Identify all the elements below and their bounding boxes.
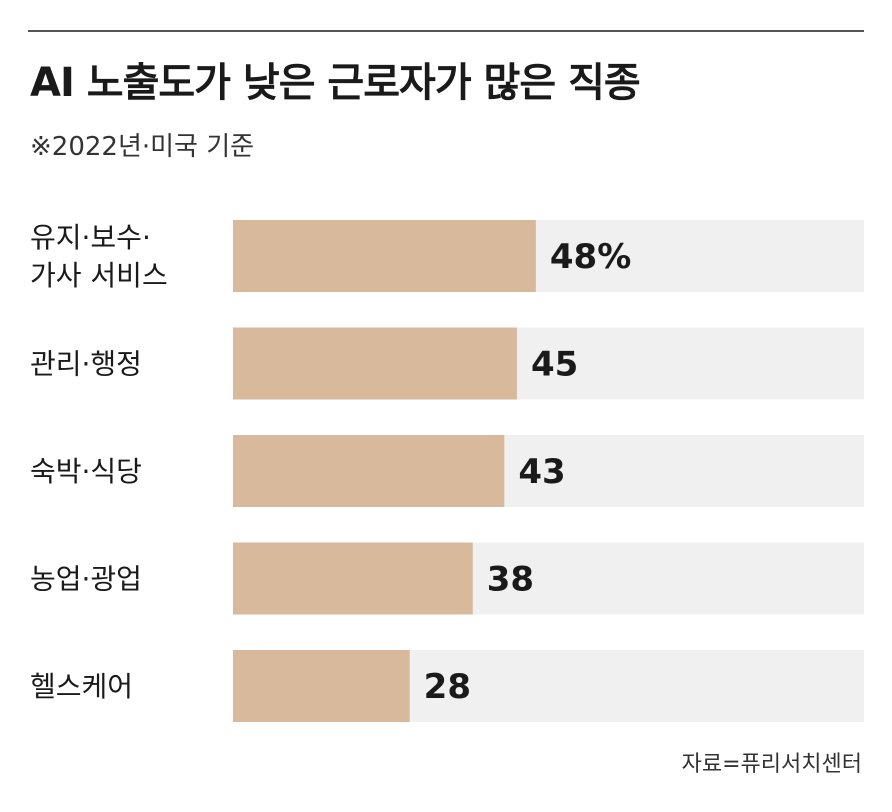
data-label: 45 <box>531 345 578 385</box>
category-label: 관리·행정 <box>30 348 142 381</box>
data-label: 28 <box>424 667 471 707</box>
data-label: 43 <box>518 452 565 492</box>
bar <box>233 435 505 507</box>
bar <box>233 327 517 400</box>
bar <box>233 220 536 292</box>
top-rule <box>28 30 864 32</box>
category-label: 농업·광업 <box>30 563 142 596</box>
data-label: 48% <box>550 237 631 277</box>
category-label: 유지·보수· <box>30 221 151 254</box>
data-label: 38 <box>487 560 534 600</box>
category-label: 가사 서비스 <box>30 259 168 292</box>
bar <box>233 650 410 722</box>
chart-subtitle: ※2022년·미국 기준 <box>30 132 255 162</box>
source-note: 자료=퓨리서치센터 <box>681 752 862 777</box>
category-label: 숙박·식당 <box>30 455 142 488</box>
bar <box>233 542 473 615</box>
category-label: 헬스케어 <box>30 670 133 703</box>
chart-title: AI 노출도가 낮은 근로자가 많은 직종 <box>30 60 641 106</box>
